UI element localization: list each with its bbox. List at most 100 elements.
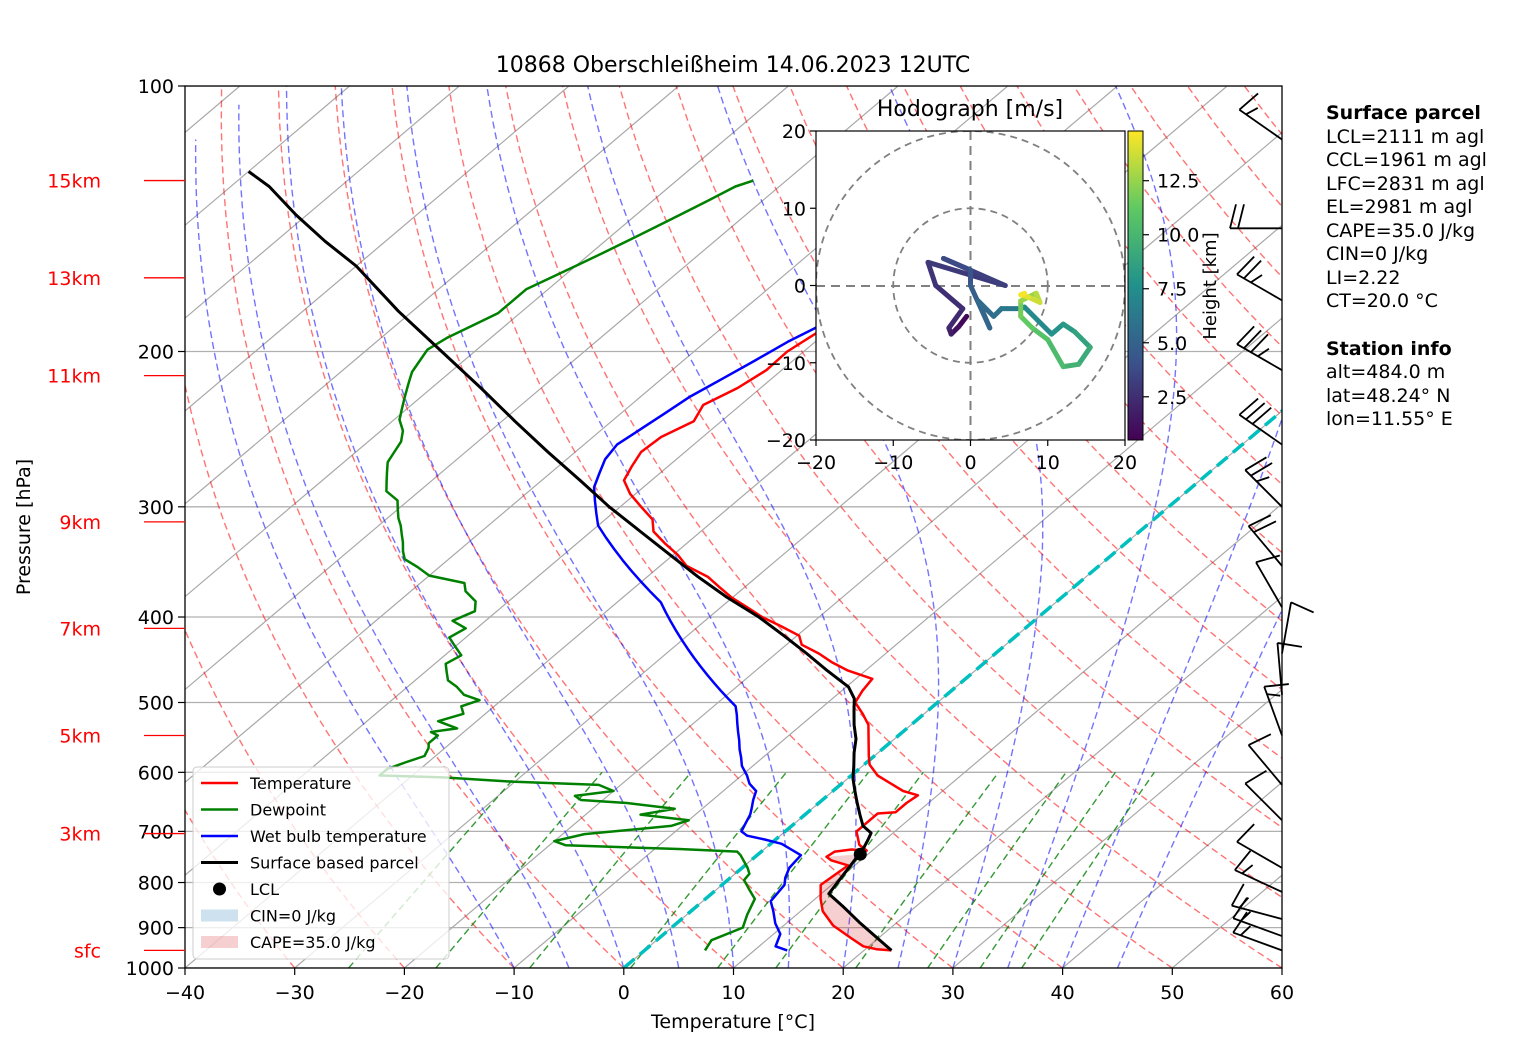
legend-label: Dewpoint xyxy=(250,801,326,820)
wind-barb-staff xyxy=(1281,602,1292,654)
x-tick-label: 0 xyxy=(618,982,630,1004)
colorbar-label: Height [km] xyxy=(1200,232,1221,339)
wet-bulb-temperature-line xyxy=(592,170,1111,952)
surface-parcel-line: CT=20.0 °C xyxy=(1326,290,1438,312)
hodograph-segment xyxy=(1022,304,1055,337)
hodograph-x-tick-label: 0 xyxy=(964,452,976,474)
dry-adiabat xyxy=(959,86,1282,486)
moist-adiabat xyxy=(285,86,625,968)
lcl-marker xyxy=(853,847,867,861)
height-label: 15km xyxy=(47,171,101,193)
hodograph-y-tick-label: −20 xyxy=(766,430,806,452)
wind-barb-staff xyxy=(1255,561,1283,608)
wind-barb xyxy=(1236,255,1283,302)
height-label: 5km xyxy=(59,726,101,748)
x-axis-label: Temperature [°C] xyxy=(650,1011,815,1033)
x-tick-label: 20 xyxy=(831,982,855,1004)
wind-barb-feather xyxy=(1240,911,1252,922)
hodograph-x-tick-label: −10 xyxy=(873,452,913,474)
y-tick-label: 500 xyxy=(138,692,174,714)
hodograph-segment xyxy=(1018,290,1028,298)
height-label: 3km xyxy=(59,824,101,846)
mixing-ratio-line xyxy=(855,771,1000,968)
info-panel: Surface parcel LCL=2111 m agl CCL=1961 m… xyxy=(1326,102,1511,432)
hodograph-colorbar xyxy=(1127,130,1144,441)
hodograph: Hodograph [m/s] −20 −10 0 10 20 20100−10−20 … xyxy=(766,97,1221,474)
wind-barb-staff xyxy=(1276,642,1283,695)
moist-adiabat xyxy=(238,104,570,968)
hodograph-y-tick-label: 10 xyxy=(782,198,806,220)
isotherm-line xyxy=(185,86,789,598)
wind-barb xyxy=(1263,683,1289,736)
x-tick-label: 10 xyxy=(721,982,745,1004)
wind-barb-feather xyxy=(1238,92,1259,111)
legend-item: LCL xyxy=(213,880,279,899)
y-tick-label: 400 xyxy=(138,607,174,629)
surface-parcel-line: CCL=1961 m agl xyxy=(1326,149,1487,171)
height-label: sfc xyxy=(74,940,101,962)
wind-barb-feather xyxy=(1243,329,1262,349)
moist-adiabat xyxy=(406,86,735,968)
moist-adiabat xyxy=(587,86,857,968)
moist-adiabat xyxy=(1116,608,1282,968)
hodograph-title: Hodograph [m/s] xyxy=(877,97,1063,122)
legend-item: Surface based parcel xyxy=(201,854,419,873)
surface-parcel-line: EL=2981 m agl xyxy=(1326,196,1473,218)
isotherm-line xyxy=(185,86,460,319)
legend-label: CAPE=35.0 J/kg xyxy=(250,933,376,952)
moist-adiabat xyxy=(340,86,680,968)
x-tick-label: 50 xyxy=(1160,982,1184,1004)
hodograph-segment xyxy=(1049,321,1066,337)
mixing-ratio-lines xyxy=(348,771,1155,968)
isotherm-line xyxy=(952,688,1282,968)
legend-label: Temperature xyxy=(249,774,351,793)
hodograph-x-tick-label: −20 xyxy=(796,452,836,474)
wind-barb xyxy=(1230,883,1283,920)
hodograph-segment xyxy=(1060,361,1082,370)
wind-barb-feather xyxy=(1255,554,1281,564)
hodograph-segment xyxy=(925,259,939,288)
isotherm-line xyxy=(294,131,1282,968)
hodograph-segment xyxy=(933,283,966,312)
wind-barb xyxy=(1255,554,1283,608)
surface-parcel-line: CAPE=35.0 J/kg xyxy=(1326,219,1476,242)
wind-barb-feather xyxy=(1236,325,1255,345)
wind-barb xyxy=(1276,642,1303,695)
height-label: 9km xyxy=(59,512,101,534)
dry-adiabat xyxy=(902,86,1282,554)
wind-barb-feather xyxy=(1236,823,1255,843)
hodograph-x-tick-label: 10 xyxy=(1036,452,1060,474)
wind-barbs xyxy=(1229,92,1314,952)
height-label: 11km xyxy=(47,366,101,388)
dry-adiabat xyxy=(334,86,844,968)
spacer xyxy=(1326,314,1511,338)
station-info-line: alt=484.0 m xyxy=(1326,361,1446,383)
y-tick-label: 800 xyxy=(138,873,174,895)
y-tick-label: 700 xyxy=(138,821,174,843)
wind-barb-feather xyxy=(1238,397,1259,416)
hodograph-y-tick-label: 20 xyxy=(782,121,806,143)
wind-barb-staff xyxy=(1236,273,1283,302)
station-info-line: lon=11.55° E xyxy=(1326,408,1453,430)
wind-barb-staff xyxy=(1238,414,1283,446)
mixing-ratio-line xyxy=(775,771,924,968)
hodograph-y-tick-label: −10 xyxy=(766,353,806,375)
mixing-ratio-line xyxy=(1021,771,1155,968)
station-info-header: Station info xyxy=(1326,337,1452,360)
wind-barb-feather xyxy=(1248,514,1272,527)
mixing-ratio-line xyxy=(927,771,1067,968)
x-tick-label: 30 xyxy=(941,982,965,1004)
wind-barb xyxy=(1244,456,1283,508)
height-label: 13km xyxy=(47,268,101,290)
hodograph-segment xyxy=(1045,337,1066,370)
surface-parcel-header: Surface parcel xyxy=(1326,102,1481,124)
wind-barb-feather xyxy=(1264,683,1289,688)
wind-barb-feather xyxy=(1241,864,1254,875)
hodograph-trace xyxy=(925,255,1093,370)
y-axis-ticks: 1000 900 800 700 600 500 400 300 200 100 xyxy=(126,76,185,980)
isotherm-line xyxy=(404,224,1282,968)
wind-barb-feather xyxy=(1245,107,1259,116)
wind-barb-feather xyxy=(1244,770,1267,785)
wind-barb xyxy=(1234,850,1283,893)
